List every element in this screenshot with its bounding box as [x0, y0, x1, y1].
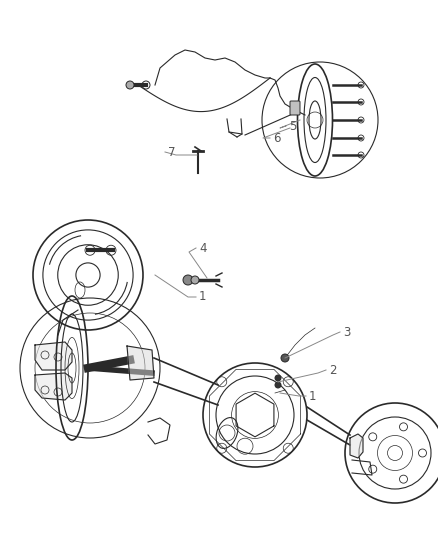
Circle shape: [275, 375, 281, 381]
Polygon shape: [127, 346, 154, 380]
Text: 4: 4: [199, 241, 206, 254]
Circle shape: [191, 276, 199, 284]
Polygon shape: [350, 434, 363, 458]
Text: 6: 6: [273, 132, 280, 144]
Text: 2: 2: [329, 364, 336, 376]
Circle shape: [281, 354, 289, 362]
Text: 1: 1: [199, 290, 206, 303]
Polygon shape: [35, 373, 72, 400]
Circle shape: [183, 275, 193, 285]
Text: 1: 1: [309, 390, 317, 402]
FancyBboxPatch shape: [290, 101, 300, 115]
Text: 7: 7: [168, 146, 176, 158]
Polygon shape: [35, 342, 72, 370]
Circle shape: [126, 81, 134, 89]
Text: 5: 5: [289, 119, 297, 133]
Text: 3: 3: [343, 326, 350, 338]
Circle shape: [275, 382, 281, 388]
